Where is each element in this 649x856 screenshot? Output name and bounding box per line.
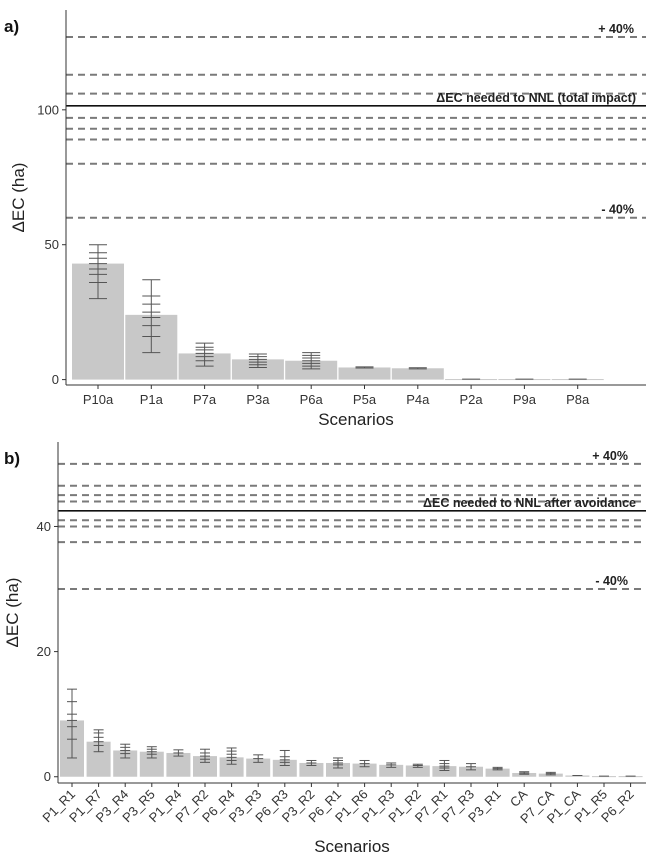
x-tick-label: P6a (300, 392, 324, 407)
x-tick-label: P9a (513, 392, 537, 407)
bar (391, 368, 444, 380)
y-tick-label: 100 (37, 102, 59, 117)
dashed-line-label: + 40% (598, 22, 634, 36)
x-tick-label: P10a (83, 392, 114, 407)
y-axis-title: ΔEC (ha) (3, 578, 22, 648)
nnl-reference-label: ΔEC needed to NNL after avoidance (423, 496, 636, 510)
bar (512, 772, 537, 777)
panel-a: a) ΔEC needed to NNL (total impact) + 40% -… (4, 10, 646, 429)
dashed-line-label: - 40% (595, 574, 628, 588)
x-axis-title: Scenarios (318, 410, 394, 429)
bar (352, 763, 377, 777)
bar (219, 757, 244, 777)
y-tick-label: 0 (44, 769, 51, 784)
bar (405, 765, 430, 777)
x-axis-title: Scenarios (314, 837, 390, 856)
bar (432, 766, 457, 777)
x-tick-label: P5a (353, 392, 377, 407)
y-tick-label: 0 (52, 372, 59, 387)
bar (379, 764, 404, 777)
panel-label: b) (4, 449, 20, 468)
y-tick-label: 20 (37, 644, 51, 659)
bar (485, 768, 510, 777)
bar (459, 766, 483, 777)
dashed-line-label: + 40% (592, 449, 628, 463)
y-tick-label: 50 (45, 237, 59, 252)
panel-label: a) (4, 17, 19, 36)
y-axis-title: ΔEC (ha) (9, 163, 28, 233)
x-tick-label: P8a (566, 392, 590, 407)
nnl-reference-label: ΔEC needed to NNL (total impact) (436, 91, 636, 105)
bar (246, 758, 271, 777)
x-tick-label: P7a (193, 392, 217, 407)
bar (231, 359, 284, 380)
bar (166, 752, 191, 777)
bar (272, 759, 297, 777)
x-tick-label: P4a (406, 392, 430, 407)
x-tick-label: P1a (140, 392, 164, 407)
x-tick-label: P3a (246, 392, 270, 407)
bar (326, 762, 350, 777)
dashed-line-label: - 40% (601, 203, 634, 217)
bar (565, 775, 590, 777)
bar (338, 367, 391, 380)
panel-b: b) ΔEC needed to NNL after avoidance + 40%… (3, 442, 646, 856)
bar (285, 360, 338, 380)
bar (193, 756, 217, 777)
x-tick-label: P2a (460, 392, 484, 407)
y-tick-label: 40 (37, 519, 51, 534)
bar (299, 762, 324, 777)
